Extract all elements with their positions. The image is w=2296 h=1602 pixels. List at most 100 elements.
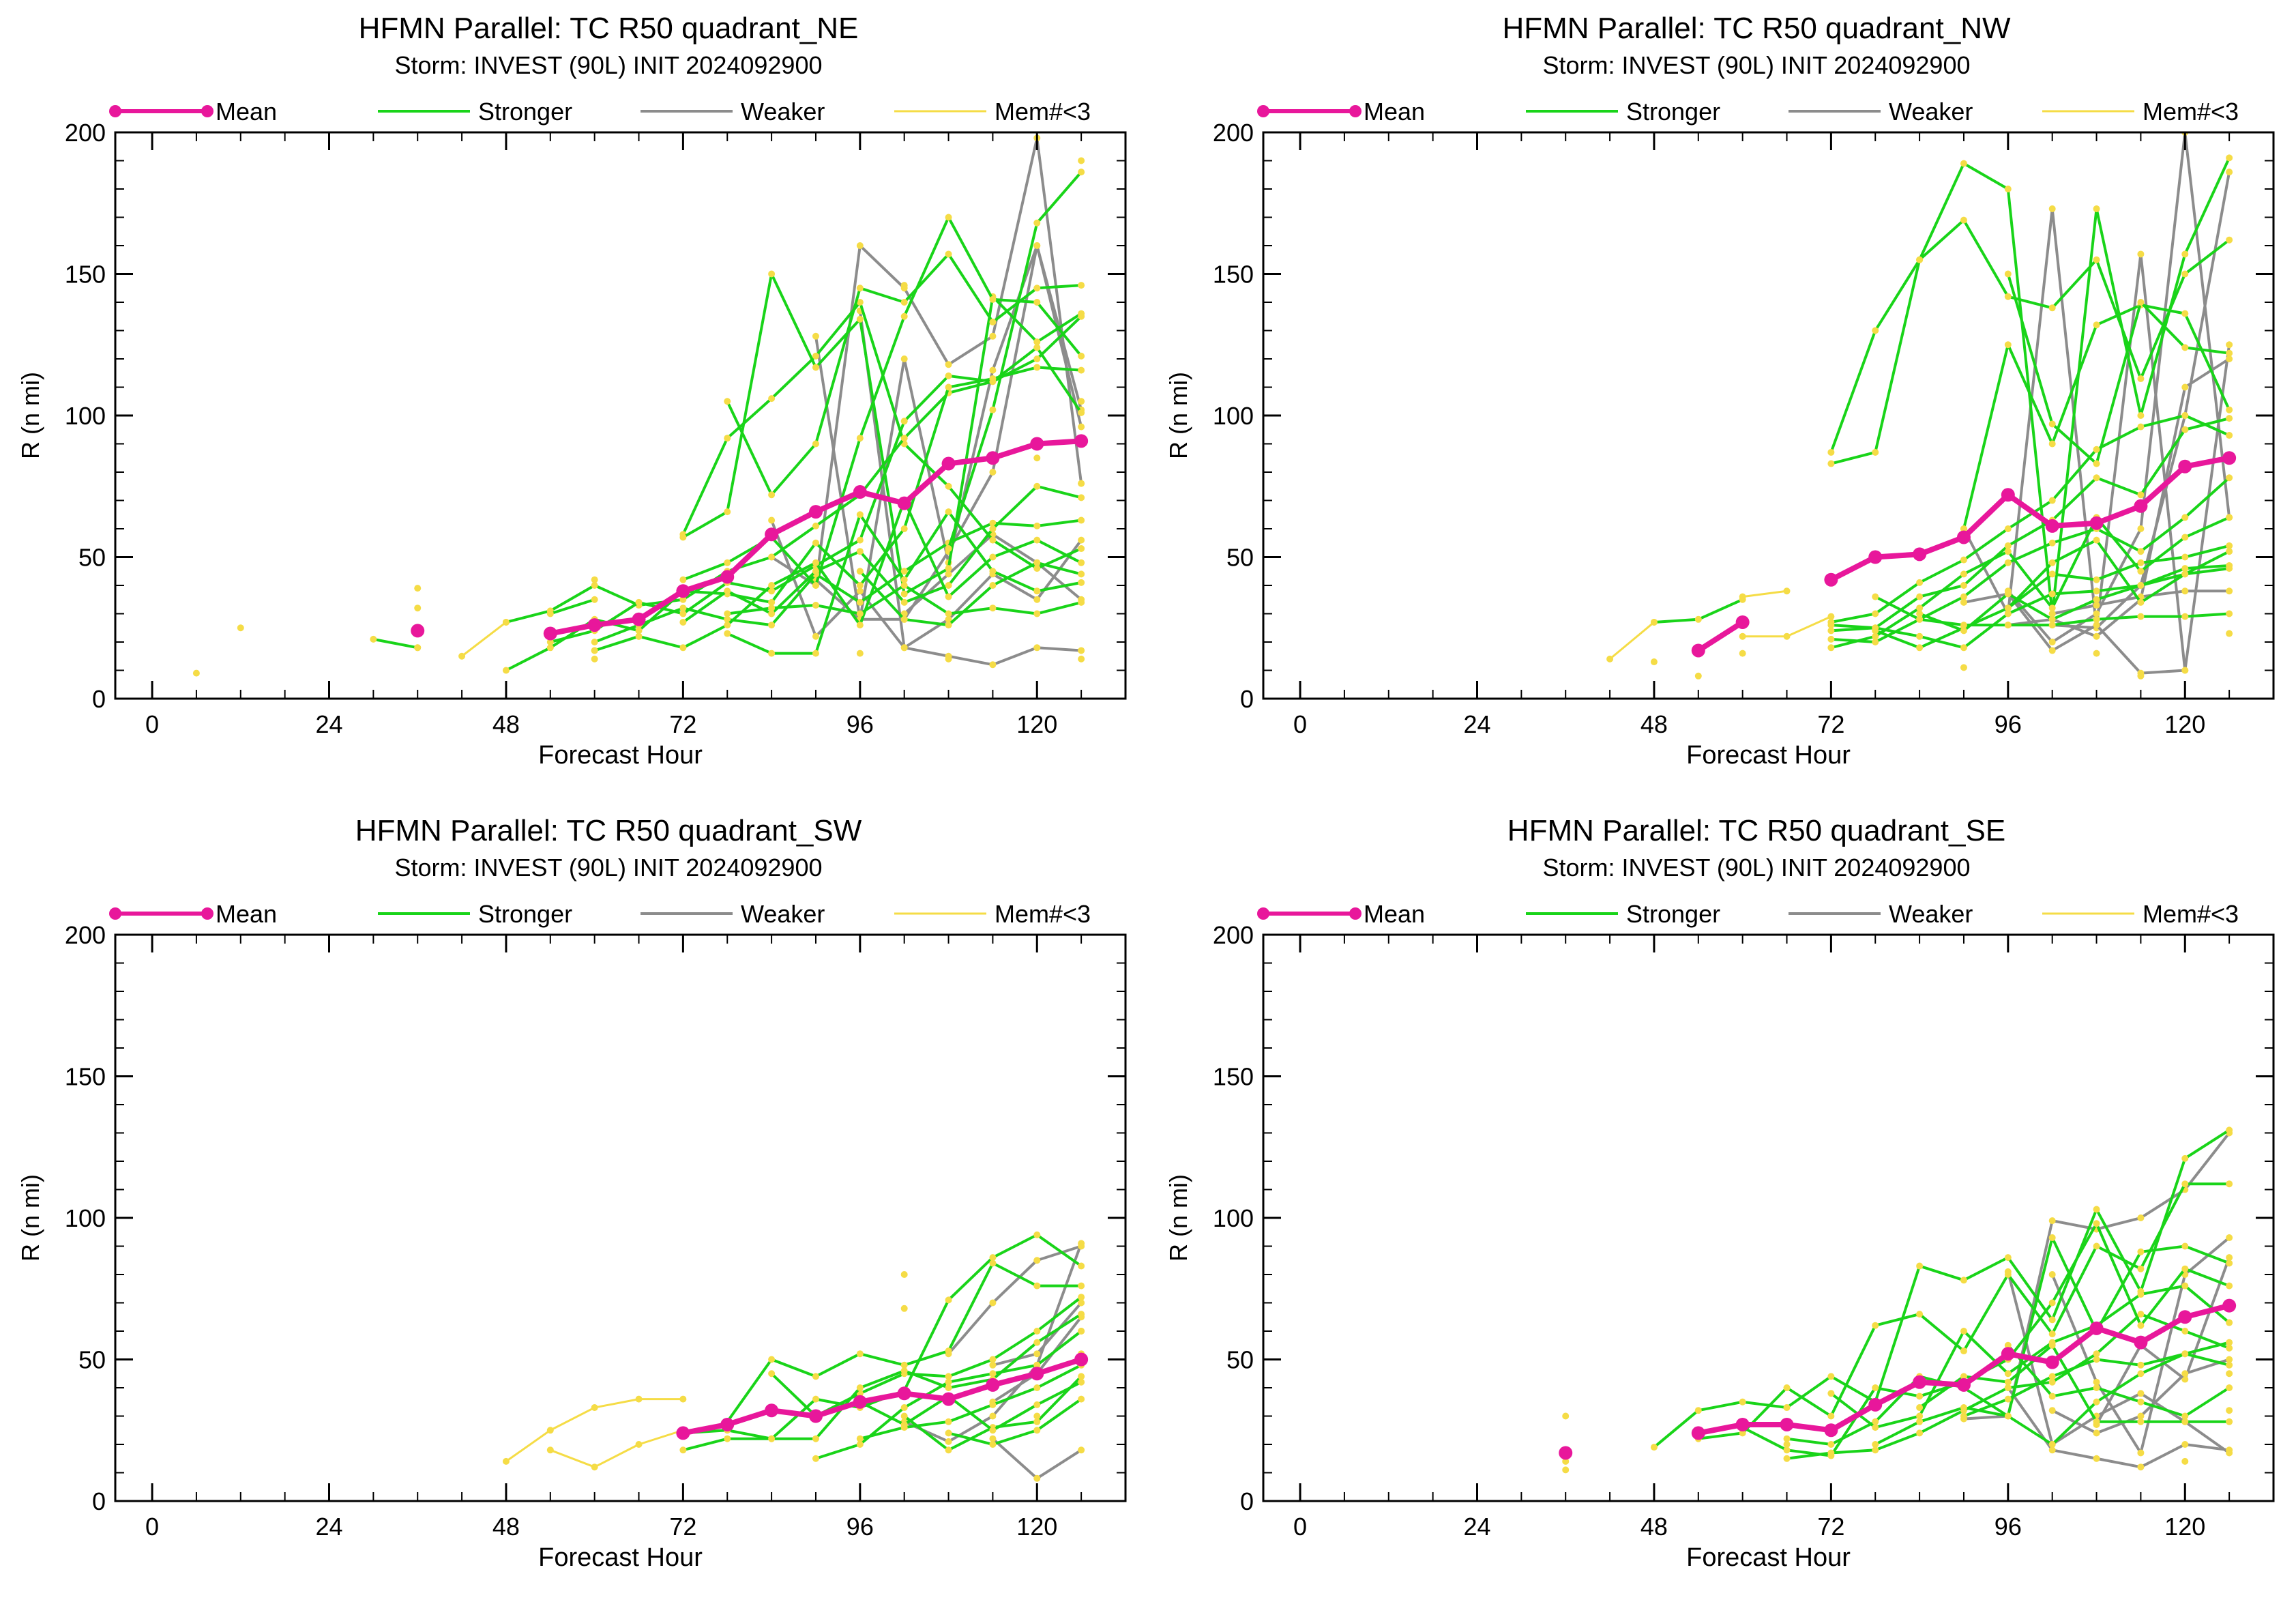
stronger-point <box>2226 1344 2233 1352</box>
isolated-member-point <box>1078 480 1085 487</box>
stronger-point <box>1078 1373 1085 1380</box>
chart-panel-nw: HFMN Parallel: TC R50 quadrant_NW Storm:… <box>1164 12 2275 770</box>
stronger-point <box>1960 1373 1967 1380</box>
weaker-point <box>2048 1271 2056 1278</box>
stronger-point <box>812 364 819 371</box>
series-layer <box>1559 1126 2237 1474</box>
weaker-point <box>1960 598 1967 606</box>
stronger-point <box>2093 321 2100 329</box>
stronger-point <box>1078 559 1085 566</box>
few-members-line <box>460 621 507 658</box>
plot-frame <box>1262 933 2275 1502</box>
mean-point <box>765 527 779 542</box>
weaker-point <box>989 1299 997 1307</box>
stronger-point <box>2004 1384 2012 1391</box>
stronger-point <box>2048 559 2056 566</box>
chart-subtitle: Storm: INVEST (90L) INIT 2024092900 <box>1543 51 1971 79</box>
stronger-point <box>2004 590 2012 598</box>
stronger-point <box>2226 1259 2233 1267</box>
y-axis-label: R (n mi) <box>1164 1174 1192 1262</box>
stronger-point <box>1827 1449 1835 1457</box>
x-tick-label: 120 <box>2164 710 2205 738</box>
stronger-point <box>2137 491 2145 499</box>
stronger-point <box>812 440 819 448</box>
stronger-point <box>989 319 997 326</box>
stronger-point <box>856 1350 864 1358</box>
stronger-point <box>1033 1401 1041 1408</box>
stronger-line <box>504 315 1083 624</box>
stronger-point <box>2226 349 2233 357</box>
weaker-point <box>945 1438 952 1445</box>
weaker-point <box>856 242 864 249</box>
stronger-point <box>2048 1234 2056 1242</box>
x-tick-label: 96 <box>1995 1513 2022 1541</box>
stronger-point <box>1033 1384 1041 1391</box>
weaker-point <box>2181 667 2189 674</box>
stronger-point <box>989 605 997 612</box>
stronger-point <box>2004 1378 2012 1386</box>
weaker-point <box>945 570 952 578</box>
stronger-point <box>2181 1265 2189 1272</box>
stronger-point <box>1783 1404 1791 1412</box>
plot-area <box>1606 132 2237 680</box>
chart-subtitle: Storm: INVEST (90L) INIT 2024092900 <box>1543 854 1971 882</box>
stronger-point <box>2093 1220 2100 1227</box>
stronger-point <box>2181 534 2189 541</box>
weaker-point <box>2048 1217 2056 1225</box>
stronger-point <box>724 1435 731 1442</box>
stronger-point <box>856 622 864 629</box>
few-members-point <box>1739 632 1746 640</box>
stronger-line <box>681 301 1083 570</box>
stronger-point <box>2093 446 2100 453</box>
isolated-member-point <box>2226 1370 2233 1378</box>
legend-mean-marker <box>109 907 121 920</box>
stronger-point <box>2048 420 2056 428</box>
stronger-point <box>989 1254 997 1262</box>
stronger-point <box>900 568 908 575</box>
y-tick-label: 150 <box>65 261 106 289</box>
stronger-point <box>1872 632 1879 640</box>
stronger-point <box>1916 1429 1924 1437</box>
stronger-point <box>945 1348 952 1355</box>
weaker-point <box>2226 1356 2233 1363</box>
stronger-point <box>900 418 908 425</box>
stronger-line <box>858 561 1083 627</box>
stronger-point <box>1916 1262 1924 1270</box>
stronger-point <box>2181 270 2189 278</box>
legend-mean-marker <box>201 105 214 117</box>
stronger-point <box>989 375 997 383</box>
stronger-point <box>2048 497 2056 504</box>
stronger-line <box>858 1380 1083 1432</box>
stronger-point <box>2004 605 2012 612</box>
stronger-point <box>1960 644 1967 652</box>
stronger-point <box>1916 1393 1924 1400</box>
stronger-point <box>2137 1311 2145 1318</box>
chart-panel-ne: HFMN Parallel: TC R50 quadrant_NE Storm:… <box>16 12 1127 770</box>
legend-mean-label: Mean <box>1364 98 1425 126</box>
stronger-point <box>1872 1441 1879 1448</box>
stronger-point <box>635 627 643 635</box>
stronger-point <box>989 406 997 413</box>
legend-mean-marker <box>1349 907 1362 920</box>
x-tick-label: 0 <box>145 1513 159 1541</box>
stronger-point <box>856 511 864 519</box>
stronger-point <box>2093 1418 2100 1425</box>
stronger-point <box>635 598 643 606</box>
legend-mean-marker <box>1257 105 1269 117</box>
legend: Mean Stronger Weaker Mem#<3 <box>109 900 1091 928</box>
weaker-point <box>1078 1242 1085 1250</box>
weaker-point <box>2137 1463 2145 1471</box>
stronger-point <box>679 644 687 652</box>
stronger-point <box>1739 1398 1746 1406</box>
stronger-point <box>724 622 731 629</box>
stronger-point <box>2093 1206 2100 1213</box>
legend-few-members-label: Mem#<3 <box>995 900 1091 928</box>
stronger-point <box>945 508 952 516</box>
stronger-point <box>1827 1441 1835 1448</box>
y-tick-label: 50 <box>1226 1346 1254 1374</box>
x-tick-label: 48 <box>492 1513 520 1541</box>
weaker-point <box>2181 1441 2189 1448</box>
stronger-point <box>1872 1384 1879 1391</box>
stronger-point <box>812 539 819 547</box>
legend-weaker-label: Weaker <box>1889 900 1973 928</box>
